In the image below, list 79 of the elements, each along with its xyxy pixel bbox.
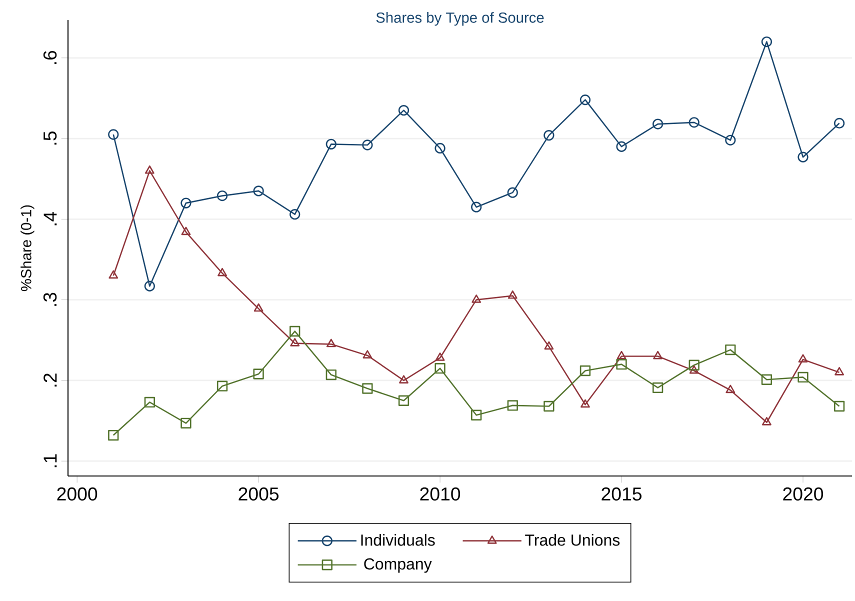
y-tick-label: .6 <box>43 50 57 64</box>
point <box>181 226 191 236</box>
point <box>326 138 336 150</box>
point <box>580 365 591 376</box>
point <box>471 410 482 420</box>
y-tick-label: .3 <box>43 292 57 306</box>
point <box>616 141 627 152</box>
point <box>108 129 119 140</box>
chart-title: Shares by Type of Source <box>376 12 544 26</box>
point <box>144 280 156 292</box>
point <box>472 294 482 303</box>
point <box>834 118 845 129</box>
point <box>434 363 446 374</box>
point <box>761 36 772 48</box>
point <box>254 303 264 312</box>
point <box>108 430 119 441</box>
point <box>761 374 772 385</box>
point <box>434 142 446 154</box>
x-tick-label: 2010 <box>420 487 460 501</box>
point <box>253 368 264 380</box>
point <box>144 165 154 174</box>
point <box>290 326 300 337</box>
point <box>362 383 373 394</box>
x-tick-label: 2015 <box>602 487 642 501</box>
point <box>688 360 700 370</box>
point <box>725 134 736 146</box>
point <box>290 209 300 220</box>
point <box>398 104 410 116</box>
legend-label: Individuals <box>361 534 435 546</box>
point <box>652 382 664 394</box>
y-tick-label: .4 <box>44 212 57 226</box>
point <box>725 344 736 356</box>
x-tick-label: 2000 <box>57 487 98 501</box>
point <box>762 417 772 426</box>
point <box>507 400 518 411</box>
point <box>616 350 626 360</box>
point <box>653 350 663 360</box>
point <box>399 375 408 384</box>
point <box>580 399 590 408</box>
point <box>834 367 844 376</box>
point <box>580 94 591 106</box>
point <box>180 418 192 429</box>
y-tick-label: .2 <box>44 374 57 387</box>
point <box>362 140 373 150</box>
point <box>108 270 118 279</box>
point <box>726 384 736 394</box>
point <box>544 400 554 412</box>
point <box>398 395 410 406</box>
legend-label: Company <box>364 558 432 573</box>
point <box>834 400 845 412</box>
x-tick-label: 2005 <box>238 487 279 501</box>
point <box>544 130 554 141</box>
point <box>798 152 808 162</box>
x-tick-label: 2020 <box>783 487 824 501</box>
point <box>218 268 227 276</box>
point <box>362 350 372 358</box>
point <box>435 352 445 361</box>
point <box>144 396 156 408</box>
point <box>508 290 518 299</box>
point <box>688 117 700 128</box>
point <box>290 338 300 346</box>
point <box>652 118 664 130</box>
y-tick-label: .5 <box>44 132 57 145</box>
point <box>507 187 518 198</box>
point <box>689 365 699 374</box>
point <box>616 358 627 370</box>
point <box>798 372 808 383</box>
point <box>544 341 554 350</box>
point <box>216 380 228 392</box>
y-tick-label: .1 <box>44 454 57 468</box>
point <box>798 354 808 362</box>
point <box>326 369 336 380</box>
point <box>326 338 336 348</box>
point <box>253 186 264 196</box>
point <box>180 198 192 208</box>
point <box>471 202 482 212</box>
legend-label: Trade Unions <box>525 534 620 546</box>
y-axis-title: %Share (0-1) <box>20 205 34 292</box>
point <box>216 190 228 202</box>
